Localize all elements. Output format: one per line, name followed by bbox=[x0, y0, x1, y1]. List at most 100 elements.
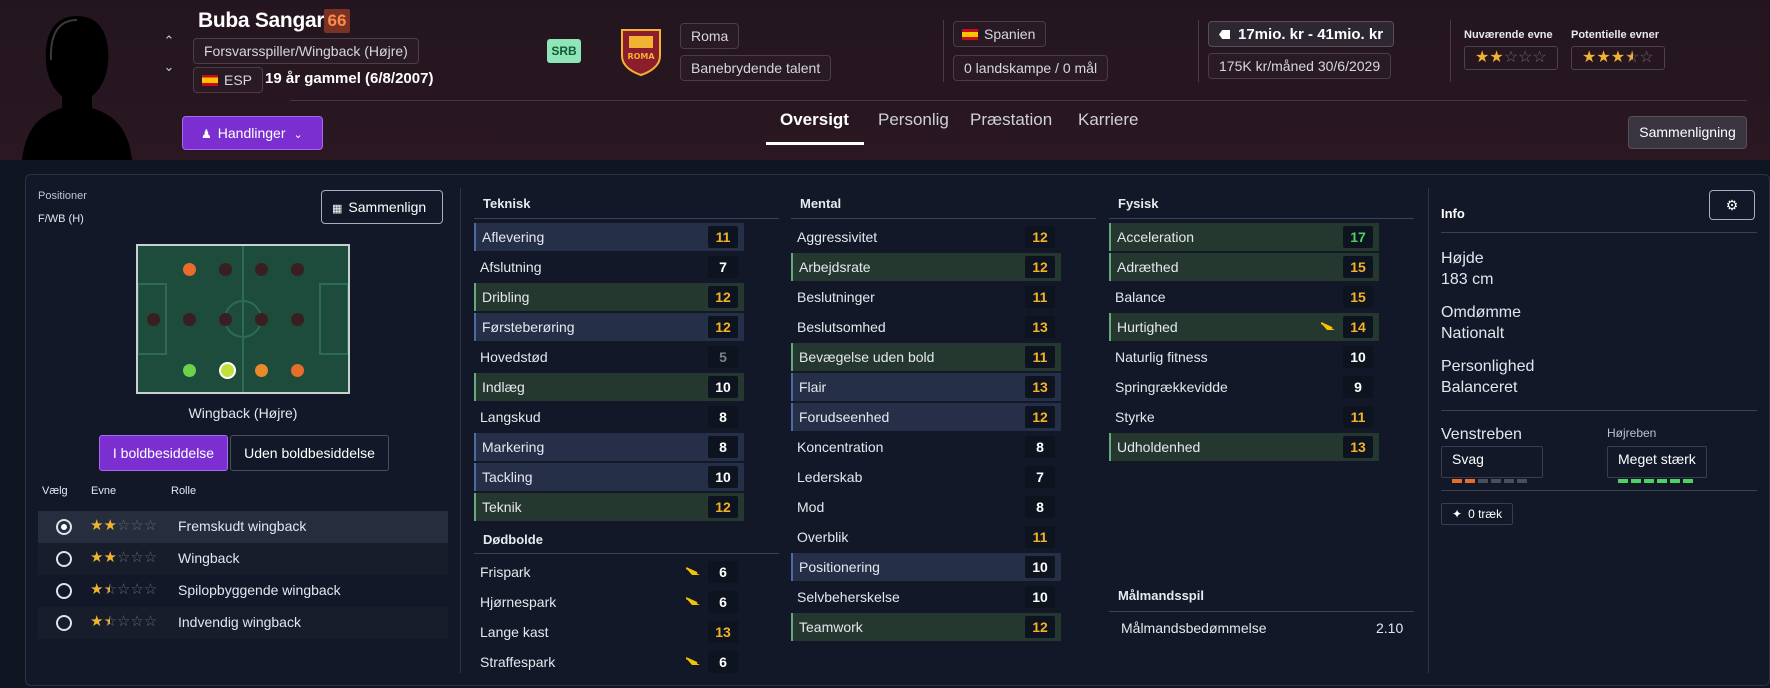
position-dot[interactable] bbox=[255, 364, 268, 377]
next-player-icon[interactable]: ⌄ bbox=[163, 59, 175, 74]
compare-button[interactable]: Sammenligning bbox=[1628, 116, 1747, 149]
attribute-row[interactable]: Balance 15 bbox=[1109, 283, 1379, 311]
traits-button[interactable]: ✦ 0 træk bbox=[1441, 503, 1514, 525]
attribute-row[interactable]: Positionering 10 bbox=[791, 553, 1061, 581]
role-radio[interactable] bbox=[56, 615, 72, 631]
personality-value: Balanceret bbox=[1441, 379, 1518, 396]
attribute-row[interactable]: Straffespark 6 bbox=[474, 648, 744, 676]
position-dot-natural[interactable] bbox=[183, 364, 196, 377]
section-divider bbox=[1441, 410, 1757, 411]
attribute-row[interactable]: Hovedstød 5 bbox=[474, 343, 744, 371]
attribute-row[interactable]: Acceleration 17 bbox=[1109, 223, 1379, 251]
attribute-value: 13 bbox=[1025, 376, 1055, 398]
position-dot[interactable] bbox=[219, 313, 232, 326]
header-divider bbox=[943, 20, 944, 82]
attribute-row[interactable]: Frispark 6 bbox=[474, 558, 744, 586]
club-crest-icon[interactable]: ROMA bbox=[620, 26, 662, 76]
attribute-row[interactable]: Udholdenhed 13 bbox=[1109, 433, 1379, 461]
attribute-row[interactable]: Hjørnespark 6 bbox=[474, 588, 744, 616]
tab-personlig[interactable]: Personlig bbox=[878, 110, 949, 129]
attribute-row[interactable]: Flair 13 bbox=[791, 373, 1061, 401]
attribute-row[interactable]: Tackling 10 bbox=[474, 463, 744, 491]
role-row[interactable]: ★★☆☆☆☆ Spilopbyggende wingback bbox=[38, 575, 448, 607]
previous-player-icon[interactable]: ⌃ bbox=[163, 33, 175, 48]
trend-arrow-icon bbox=[686, 597, 700, 605]
position-dot-selected[interactable] bbox=[219, 362, 236, 379]
person-settings-icon[interactable]: ⚙ bbox=[1725, 197, 1739, 213]
role-row[interactable]: ★★☆☆☆ Wingback bbox=[38, 543, 448, 575]
spain-flag-icon bbox=[202, 75, 218, 86]
attribute-row[interactable]: Aggressivitet 12 bbox=[791, 223, 1061, 251]
attribute-row[interactable]: Bevægelse uden bold 11 bbox=[791, 343, 1061, 371]
info-title: Info bbox=[1441, 206, 1465, 221]
attribute-row[interactable]: Beslutsomhed 13 bbox=[791, 313, 1061, 341]
actions-button[interactable]: ♟ Handlinger ⌄ bbox=[182, 116, 323, 150]
club-name-chip[interactable]: Roma bbox=[680, 23, 740, 49]
trend-arrow-icon bbox=[686, 657, 700, 665]
attribute-row[interactable]: Langskud 8 bbox=[474, 403, 744, 431]
attribute-row[interactable]: Indlæg 10 bbox=[474, 373, 744, 401]
position-dot[interactable] bbox=[291, 364, 304, 377]
role-radio[interactable] bbox=[56, 583, 72, 599]
attribute-row[interactable]: Arbejdsrate 12 bbox=[791, 253, 1061, 281]
tab-praestation[interactable]: Præstation bbox=[970, 110, 1053, 129]
attribute-name: Afslutning bbox=[480, 259, 542, 275]
position-dot[interactable] bbox=[183, 313, 196, 326]
col-select: Vælg bbox=[42, 485, 68, 497]
attribute-row[interactable]: Selvbeherskelse 10 bbox=[791, 583, 1061, 611]
attribute-row[interactable]: Springrækkevidde 9 bbox=[1109, 373, 1379, 401]
attribute-row[interactable]: Førsteberøring 12 bbox=[474, 313, 744, 341]
tab-karriere[interactable]: Karriere bbox=[1078, 110, 1139, 129]
attribute-row[interactable]: Afslutning 7 bbox=[474, 253, 744, 281]
club-status-chip: Banebrydende talent bbox=[680, 55, 832, 81]
attribute-value: 10 bbox=[1025, 556, 1055, 578]
column-divider bbox=[460, 188, 461, 673]
position-dot[interactable] bbox=[291, 263, 304, 276]
role-name: Wingback bbox=[178, 550, 240, 566]
attribute-name: Overblik bbox=[797, 529, 849, 545]
attribute-row[interactable]: Overblik 11 bbox=[791, 523, 1061, 551]
attribute-name: Beslutsomhed bbox=[797, 319, 886, 335]
position-pitch bbox=[136, 244, 350, 394]
height-label: Højde bbox=[1441, 250, 1484, 267]
in-possession-toggle[interactable]: I boldbesiddelse bbox=[99, 435, 228, 471]
position-dot[interactable] bbox=[255, 313, 268, 326]
player-nav-arrows[interactable]: ⌃ ⌄ bbox=[160, 28, 178, 80]
attribute-row[interactable]: Naturlig fitness 10 bbox=[1109, 343, 1379, 371]
role-row[interactable]: ★★☆☆☆☆ Indvendig wingback bbox=[38, 607, 448, 639]
position-dot[interactable] bbox=[147, 313, 160, 326]
nationality-chip[interactable]: Spanien bbox=[953, 21, 1047, 47]
attribute-row[interactable]: Hurtighed 14 bbox=[1109, 313, 1379, 341]
attribute-row[interactable]: Styrke 11 bbox=[1109, 403, 1379, 431]
role-row[interactable]: ★★☆☆☆ Fremskudt wingback bbox=[38, 511, 448, 543]
attribute-row[interactable]: Beslutninger 11 bbox=[791, 283, 1061, 311]
attribute-row[interactable]: Koncentration 8 bbox=[791, 433, 1061, 461]
right-foot-box: Meget stærk bbox=[1607, 446, 1707, 483]
position-dot-am-left[interactable] bbox=[183, 263, 196, 276]
attribute-row[interactable]: Lange kast 13 bbox=[474, 618, 744, 646]
reputation-value: Nationalt bbox=[1441, 325, 1505, 342]
attribute-name: Selvbeherskelse bbox=[797, 589, 900, 605]
attribute-row[interactable]: Markering 8 bbox=[474, 433, 744, 461]
nation-chip[interactable]: ESP bbox=[193, 67, 264, 93]
positions-compare-button[interactable]: ▦ Sammenlign bbox=[321, 190, 443, 224]
attribute-row[interactable]: Teamwork 12 bbox=[791, 613, 1061, 641]
attribute-name: Dribling bbox=[482, 289, 530, 305]
role-radio[interactable] bbox=[56, 551, 72, 567]
position-dot[interactable] bbox=[219, 263, 232, 276]
right-foot-label: Højreben bbox=[1607, 426, 1657, 440]
position-dot[interactable] bbox=[255, 263, 268, 276]
attribute-row[interactable]: Forudseenhed 12 bbox=[791, 403, 1061, 431]
role-radio[interactable] bbox=[56, 519, 72, 535]
attribute-row[interactable]: Dribling 12 bbox=[474, 283, 744, 311]
tab-oversigt[interactable]: Oversigt bbox=[780, 110, 849, 129]
attribute-name: Adræthed bbox=[1117, 259, 1179, 275]
attribute-row[interactable]: Aflevering 11 bbox=[474, 223, 744, 251]
attribute-row[interactable]: Adræthed 15 bbox=[1109, 253, 1379, 281]
attribute-row[interactable]: Teknik 12 bbox=[474, 493, 744, 521]
attribute-row[interactable]: Mod 8 bbox=[791, 493, 1061, 521]
attribute-row[interactable]: Lederskab 7 bbox=[791, 463, 1061, 491]
out-of-possession-toggle[interactable]: Uden boldbesiddelse bbox=[230, 435, 389, 471]
position-dot[interactable] bbox=[291, 313, 304, 326]
info-settings-button[interactable]: ⚙ bbox=[1709, 190, 1755, 220]
